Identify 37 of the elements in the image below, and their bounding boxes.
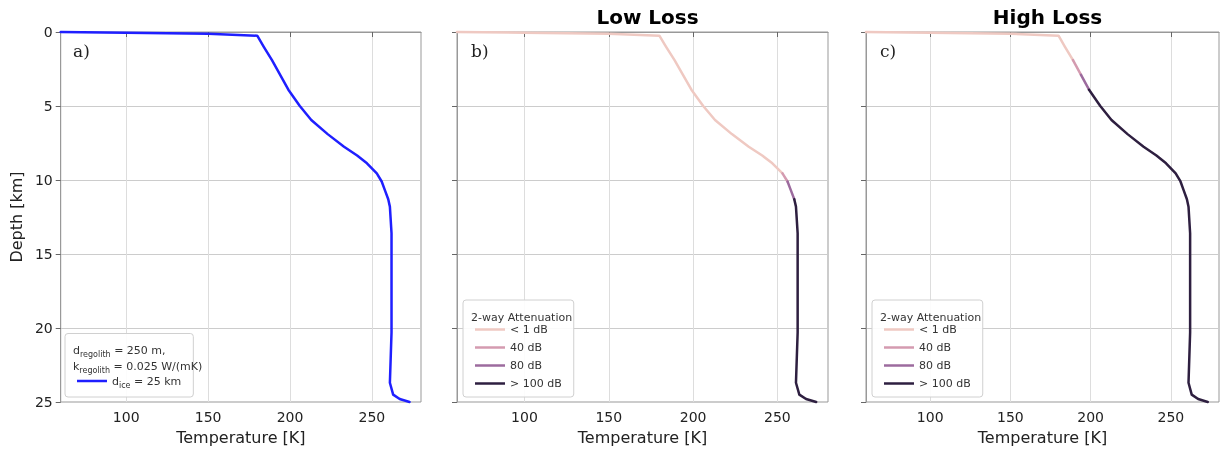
x-tick-label: 100 xyxy=(112,409,140,425)
legend-title: 2-way Attenuation xyxy=(880,310,982,324)
legend-label: > 100 dB xyxy=(510,377,562,390)
legend-label: < 1 dB xyxy=(919,323,957,336)
y-tick-label: 25 xyxy=(34,394,53,410)
chart-title: Low Loss xyxy=(596,5,699,29)
x-tick-label: 150 xyxy=(997,409,1024,425)
annotation: c) xyxy=(880,40,897,61)
annotation: a) xyxy=(73,40,90,61)
y-tick-label: 5 xyxy=(43,98,53,114)
x-tick-label: 150 xyxy=(595,409,623,425)
x-tick-label: 250 xyxy=(1157,409,1185,425)
x-tick-label: 200 xyxy=(276,409,304,425)
x-axis-title: Temperature [K] xyxy=(576,427,708,447)
y-tick-label: 0 xyxy=(43,24,53,40)
y-tick-label: 15 xyxy=(34,246,53,262)
legend-title: 2-way Attenuation xyxy=(471,310,573,324)
chart-title: High Loss xyxy=(992,5,1103,29)
x-tick-label: 200 xyxy=(679,409,707,425)
annotation: b) xyxy=(471,40,489,61)
legend-label: 80 dB xyxy=(919,359,952,372)
x-tick-label: 150 xyxy=(194,409,222,425)
x-tick-label: 100 xyxy=(916,409,944,425)
legend-label: > 100 dB xyxy=(919,377,971,390)
x-tick-label: 250 xyxy=(358,409,386,425)
x-tick-label: 250 xyxy=(764,409,791,425)
y-tick-label: 20 xyxy=(34,320,53,336)
y-axis-title: Depth [km] xyxy=(6,171,26,263)
legend-label: 80 dB xyxy=(510,359,543,372)
legend-label: 40 dB xyxy=(919,341,952,354)
y-tick-label: 10 xyxy=(34,172,53,188)
x-tick-label: 200 xyxy=(1077,409,1104,425)
x-axis-title: Temperature [K] xyxy=(175,427,306,447)
x-axis-title: Temperature [K] xyxy=(976,427,1108,447)
legend-label: 40 dB xyxy=(510,341,543,354)
x-tick-label: 100 xyxy=(511,409,538,425)
legend-label: < 1 dB xyxy=(510,323,548,336)
